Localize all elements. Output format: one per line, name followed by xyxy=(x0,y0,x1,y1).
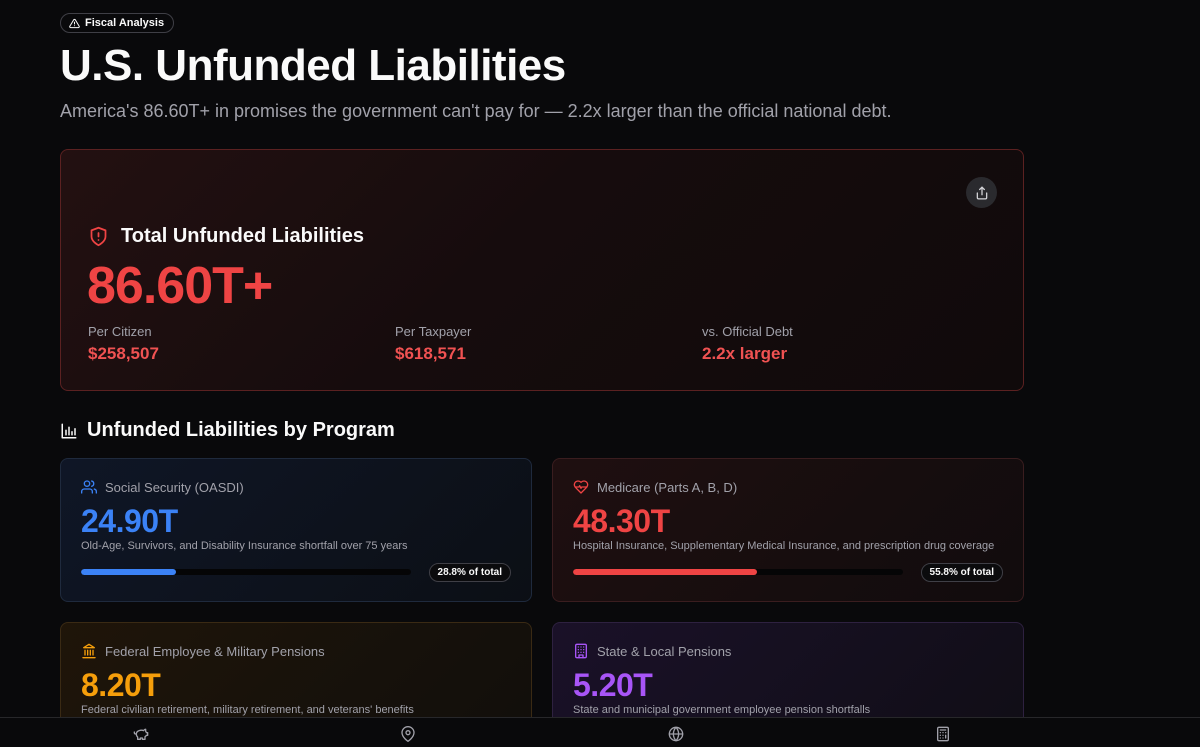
card-header: Federal Employee & Military Pensions xyxy=(81,643,325,659)
program-label: Federal Employee & Military Pensions xyxy=(105,643,325,659)
share-bar-fill xyxy=(573,569,758,575)
program-description: Federal civilian retirement, military re… xyxy=(81,704,414,716)
program-description: Old-Age, Survivors, and Disability Insur… xyxy=(81,540,408,552)
card-header: Social Security (OASDI) xyxy=(81,479,244,495)
share-icon xyxy=(976,186,987,199)
bottom-nav xyxy=(0,717,1200,747)
stat-value: 2.2x larger xyxy=(702,344,788,363)
share-percent-badge: 28.8% of total xyxy=(428,563,511,582)
calculator-icon xyxy=(937,726,949,742)
program-card-medicare[interactable]: Medicare (Parts A, B, D) 48.30T Hospital… xyxy=(552,458,1024,602)
program-value: 5.20T xyxy=(573,667,653,703)
program-description: Hospital Insurance, Supplementary Medica… xyxy=(573,540,995,552)
share-bar xyxy=(573,569,903,575)
card-header: Medicare (Parts A, B, D) xyxy=(573,479,737,495)
total-liabilities-value: 86.60T+ xyxy=(87,257,273,315)
program-label: Social Security (OASDI) xyxy=(105,479,244,495)
stat-value: $618,571 xyxy=(395,344,466,363)
stat-label: Per Taxpayer xyxy=(395,324,472,339)
program-card-social-security[interactable]: Social Security (OASDI) 24.90T Old-Age, … xyxy=(60,458,532,602)
hero-label: Total Unfunded Liabilities xyxy=(121,225,364,247)
share-bar xyxy=(81,569,411,575)
heart-pulse-icon xyxy=(573,480,589,494)
map-pin-icon xyxy=(401,726,415,742)
program-value: 8.20T xyxy=(81,667,161,703)
program-label: Medicare (Parts A, B, D) xyxy=(597,479,738,495)
card-header: State & Local Pensions xyxy=(573,643,731,659)
page-title: U.S. Unfunded Liabilities xyxy=(60,41,566,90)
hero-header: Total Unfunded Liabilities xyxy=(88,225,364,248)
page-subtitle: America's 86.60T+ in promises the govern… xyxy=(60,101,892,121)
bar-chart-icon xyxy=(61,423,77,438)
building-icon xyxy=(575,643,587,659)
nav-map-pin[interactable] xyxy=(400,726,416,742)
stat-label: Per Citizen xyxy=(88,324,152,339)
badge-label: Fiscal Analysis xyxy=(85,17,165,29)
users-icon xyxy=(81,480,97,494)
total-liabilities-card: Total Unfunded Liabilities 86.60T+ Per C… xyxy=(60,149,1024,391)
stat-vs-official-debt: vs. Official Debt 2.2x larger xyxy=(702,324,793,364)
nav-globe[interactable] xyxy=(668,726,684,742)
section-header: Unfunded Liabilities by Program xyxy=(60,419,395,442)
landmark-icon xyxy=(82,643,96,659)
share-button[interactable] xyxy=(966,177,997,208)
stat-per-citizen: Per Citizen $258,507 xyxy=(88,324,159,364)
share-bar-fill xyxy=(81,569,177,575)
program-description: State and municipal government employee … xyxy=(573,704,871,716)
stat-label: vs. Official Debt xyxy=(702,324,793,339)
fiscal-analysis-badge: Fiscal Analysis xyxy=(60,13,175,33)
globe-icon xyxy=(668,726,684,742)
section-title: Unfunded Liabilities by Program xyxy=(87,419,395,441)
program-value: 24.90T xyxy=(81,503,178,539)
warning-icon xyxy=(69,18,80,28)
nav-calculator[interactable] xyxy=(935,726,951,742)
piggy-bank-icon xyxy=(133,728,149,740)
stat-per-taxpayer: Per Taxpayer $618,571 xyxy=(395,324,471,364)
nav-piggy-bank[interactable] xyxy=(133,726,149,742)
program-value: 48.30T xyxy=(573,503,670,539)
stat-value: $258,507 xyxy=(88,344,159,363)
share-percent-badge: 55.8% of total xyxy=(920,563,1003,582)
program-label: State & Local Pensions xyxy=(597,643,732,659)
shield-alert-icon xyxy=(90,226,107,247)
